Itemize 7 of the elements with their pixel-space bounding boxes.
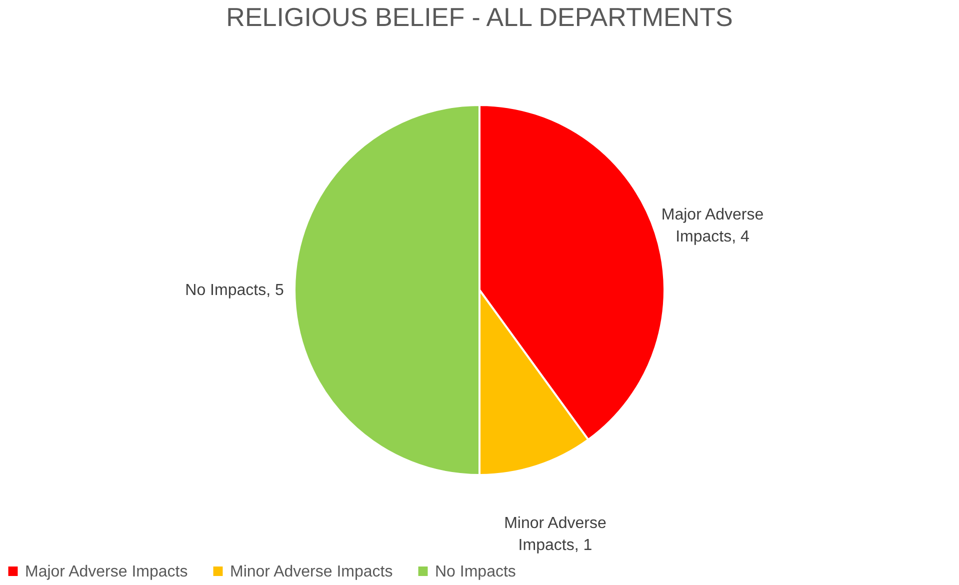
- legend-label: Major Adverse Impacts: [25, 563, 188, 580]
- chart-title: RELIGIOUS BELIEF - ALL DEPARTMENTS: [226, 2, 733, 32]
- data-label: Major Adverse Impacts, 4: [661, 206, 764, 246]
- legend-label: No Impacts: [435, 563, 516, 580]
- data-label: Minor Adverse Impacts, 1: [504, 515, 606, 554]
- legend-label: Minor Adverse Impacts: [230, 563, 393, 580]
- data-label: No Impacts, 5: [185, 282, 284, 299]
